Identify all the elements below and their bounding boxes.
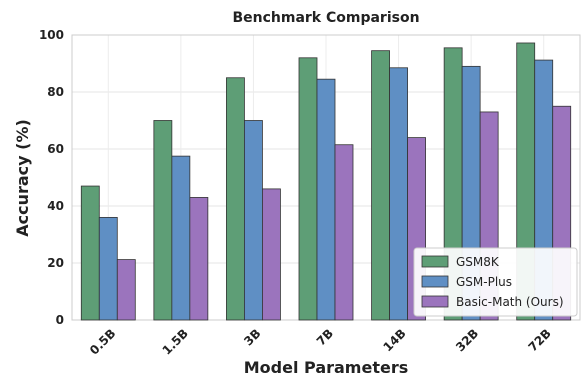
y-tick-label: 60 <box>47 142 64 156</box>
bar-gsm-plus-14b <box>389 67 408 321</box>
bar-gsm8k-14b <box>371 50 390 321</box>
x-tick-label: 32B <box>453 326 481 354</box>
legend-swatch <box>421 275 449 288</box>
bar-gsm-plus-3b <box>244 120 263 321</box>
bar-basic-math-ours--7b <box>334 144 354 321</box>
bar-basic-math-ours--0-5b <box>116 259 136 321</box>
x-tick-label: 14B <box>381 326 409 354</box>
legend-swatch <box>421 295 449 308</box>
bar-gsm8k-0-5b <box>80 185 100 321</box>
y-tick-label: 100 <box>39 28 64 42</box>
y-tick-label: 0 <box>56 313 64 327</box>
y-ticks: 0 20 40 60 80 100 <box>39 28 64 327</box>
x-axis-label: Model Parameters <box>244 358 409 377</box>
bar-gsm-plus-1-5b <box>171 155 191 321</box>
legend-label: GSM-Plus <box>456 275 512 289</box>
y-axis-label: Accuracy (%) <box>13 119 32 237</box>
legend-box <box>413 247 578 317</box>
bar-gsm8k-3b <box>226 77 245 321</box>
bar-basic-math-ours--1-5b <box>189 197 209 321</box>
x-tick-label: 7B <box>314 326 336 348</box>
x-tick-label: 72B <box>526 326 554 354</box>
legend: GSM8K GSM-Plus Basic-Math (Ours) <box>413 247 578 317</box>
y-tick-label: 40 <box>47 199 64 213</box>
y-tick-label: 80 <box>47 85 64 99</box>
legend-swatch <box>421 255 449 268</box>
y-tick-label: 20 <box>47 256 64 270</box>
legend-label: GSM8K <box>456 255 500 269</box>
bar-gsm-plus-0-5b <box>98 216 118 321</box>
chart-title: Benchmark Comparison <box>232 10 419 26</box>
bar-gsm-plus-7b <box>316 78 336 321</box>
bar-basic-math-ours--3b <box>262 188 281 321</box>
x-ticks: 0.5B 1.5B 3B 7B 14B 32B 72B <box>87 326 554 357</box>
x-tick-label: 0.5B <box>87 326 118 357</box>
bar-gsm8k-1-5b <box>153 120 173 321</box>
legend-label: Basic-Math (Ours) <box>456 295 564 309</box>
x-tick-label: 1.5B <box>160 326 191 357</box>
x-tick-label: 3B <box>241 326 263 348</box>
bar-gsm8k-7b <box>298 57 318 321</box>
